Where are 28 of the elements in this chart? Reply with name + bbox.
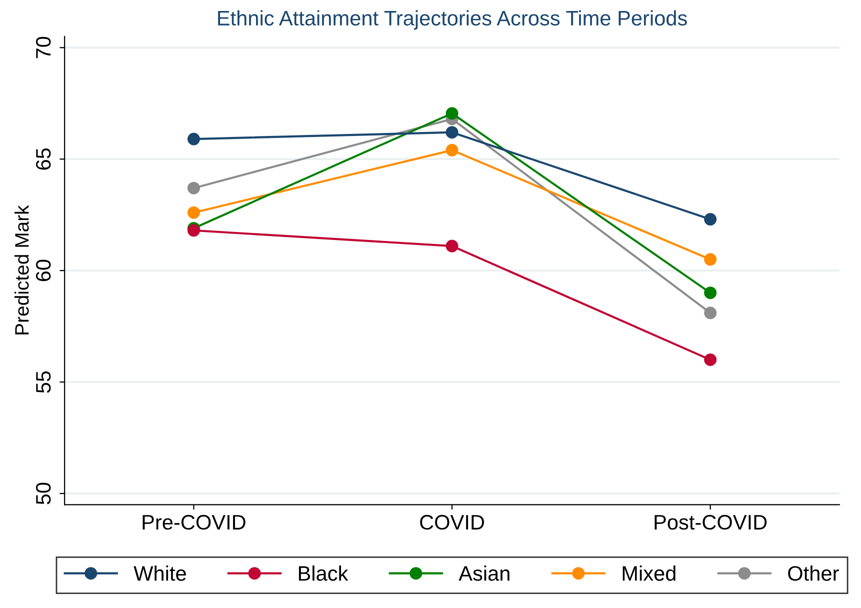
y-tick-label: 60 [36,260,51,282]
point [704,213,717,226]
y-tick-label: 50 [36,482,51,504]
point [187,224,200,237]
legend-label: Asian [458,566,510,581]
point [446,144,458,156]
y-axis-title: Predicted Mark [14,205,29,334]
point [446,126,458,139]
legend-label: White [134,566,186,581]
y-tick-label: 65 [36,148,51,170]
point [446,107,458,120]
x-tick-label: Post-COVID [654,514,767,530]
chart-title: Ethnic Attainment Trajectories Across Time Periods [218,10,687,30]
point [187,132,200,146]
point [704,306,717,320]
y-tick-label: 55 [36,371,51,393]
point [704,286,717,300]
point [187,182,200,194]
legend-label: Other [788,566,839,581]
point [704,253,717,266]
legend-label: Mixed [622,566,676,581]
x-tick-label: Pre-COVID [142,514,246,530]
point [704,353,717,366]
point [446,240,458,252]
x-tick-label: COVID [420,514,484,530]
legend-label: Black [298,566,348,581]
y-tick-label: 70 [36,36,51,58]
point [187,206,200,219]
